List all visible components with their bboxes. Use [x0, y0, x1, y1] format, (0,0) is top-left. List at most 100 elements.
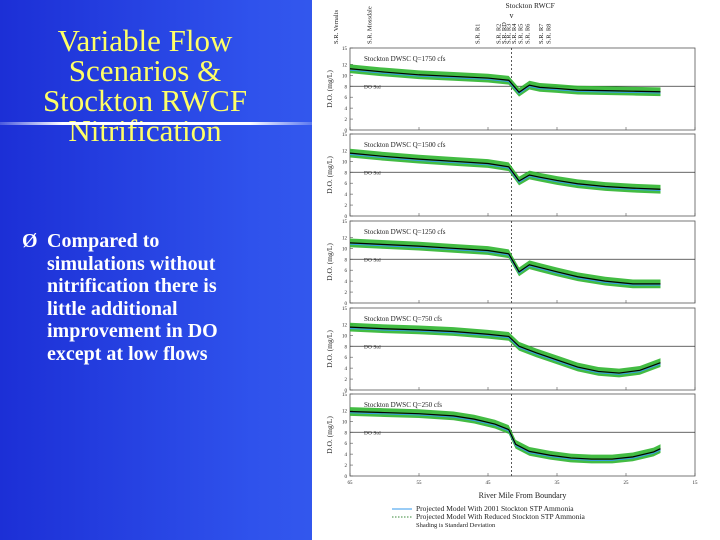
y-tick-label: 4 — [345, 453, 348, 458]
x-tick-label: 25 — [624, 481, 630, 486]
slide-text-panel: Variable Flow Scenarios & Stockton RWCF … — [0, 0, 312, 540]
x-tick-label: 15 — [693, 481, 699, 486]
y-tick-label: 12 — [342, 236, 348, 241]
panel-frame — [349, 393, 696, 477]
model-line — [349, 68, 661, 94]
do-std-label: DO Std — [364, 430, 381, 436]
do-std-label: DO Std — [364, 257, 381, 263]
do-std-label: DO Std — [364, 170, 381, 176]
y-tick-label: 0 — [345, 129, 348, 134]
y-tick-label: 6 — [345, 96, 348, 101]
x-tick-label: 65 — [348, 481, 354, 486]
model-line — [349, 326, 661, 374]
bullet-line: nitrification there is — [47, 275, 217, 298]
projected-2001-line — [349, 328, 661, 375]
y-tick-label: 10 — [342, 247, 348, 252]
y-tick-label: 0 — [345, 215, 348, 220]
sd-shading-band — [350, 238, 661, 289]
y-tick-label: 8 — [345, 171, 348, 176]
bullet-point: Ø Compared to simulations without nitrif… — [22, 230, 292, 366]
y-axis-label: D.O. (mg/L) — [325, 243, 334, 281]
model-line — [349, 410, 661, 460]
legend-entry: Projected Model With 2001 Stockton STP A… — [416, 504, 574, 513]
y-tick-label: 15 — [342, 393, 348, 398]
panel-title: Stockton DWSC Q=250 cfs — [364, 401, 442, 409]
projected-2001-line — [349, 412, 661, 461]
legend-entry: Shading is Standard Deviation — [416, 522, 496, 529]
station-label: S.R. R1 — [475, 24, 482, 44]
station-label: S.R. R4 — [511, 23, 518, 44]
sd-shading-band — [350, 64, 661, 97]
model-line — [349, 152, 661, 190]
station-label: S.R. R6 — [524, 23, 531, 44]
y-tick-label: 0 — [345, 389, 348, 394]
projected-2001-line — [349, 154, 661, 192]
do-std-label: DO Std — [364, 344, 381, 350]
y-tick-label: 4 — [345, 367, 348, 372]
y-tick-label: 8 — [345, 345, 348, 350]
y-tick-label: 12 — [342, 409, 348, 414]
sd-shading-band — [350, 322, 661, 378]
y-tick-label: 8 — [345, 258, 348, 263]
y-tick-label: 2 — [345, 378, 348, 383]
title-line: Stockton RWCF — [42, 83, 248, 118]
y-tick-label: 6 — [345, 269, 348, 274]
stockton-rwcf-label: Stockton RWCF — [505, 1, 554, 10]
y-tick-label: 10 — [342, 74, 348, 79]
bullet-line: simulations without — [47, 252, 216, 275]
projected-2001-line — [349, 69, 661, 95]
station-label: S.R. R8 — [546, 24, 553, 44]
y-tick-label: 4 — [345, 280, 348, 285]
y-axis-label: D.O. (mg/L) — [325, 416, 334, 454]
y-tick-label: 2 — [345, 291, 348, 296]
y-tick-label: 15 — [342, 47, 348, 52]
y-tick-label: 8 — [345, 85, 348, 90]
y-tick-label: 2 — [345, 118, 348, 123]
panel-title: Stockton DWSC Q=1250 cfs — [364, 228, 446, 236]
x-axis-label: River Mile From Boundary — [479, 491, 567, 500]
title-line: Variable Flow — [57, 23, 233, 58]
y-tick-label: 4 — [345, 107, 348, 112]
station-label: S.R. R2 — [495, 24, 502, 44]
bullet-line: Compared to — [47, 230, 160, 252]
panel-frame — [349, 220, 696, 304]
bullet-line: except at low flows — [47, 342, 208, 365]
x-tick-label: 55 — [417, 481, 423, 486]
y-tick-label: 2 — [345, 204, 348, 209]
legend-entry: Projected Model With Reduced Stockton ST… — [416, 512, 586, 521]
y-tick-label: 15 — [342, 220, 348, 225]
y-tick-label: 15 — [342, 307, 348, 312]
title-line: Scenarios & — [68, 53, 222, 88]
bullet-line: improvement in DO — [47, 320, 218, 343]
y-tick-label: 12 — [342, 323, 348, 328]
y-axis-label: D.O. (mg/L) — [325, 70, 334, 108]
y-tick-label: 8 — [345, 431, 348, 436]
y-axis-label: D.O. (mg/L) — [325, 156, 334, 194]
y-tick-label: 6 — [345, 442, 348, 447]
stockton-marker-icon: v — [509, 11, 513, 20]
y-tick-label: 4 — [345, 193, 348, 198]
do-chart-figure: S.R. Vernalis S.R. Mossdale S.R. R1 S.R. R2… — [312, 0, 720, 540]
panel-title: Stockton DWSC Q=750 cfs — [364, 315, 442, 323]
slide-title: Variable Flow Scenarios & Stockton RWCF … — [0, 23, 290, 148]
bullet-line: little additional — [47, 297, 178, 320]
station-label: S.R. Vernalis — [333, 10, 340, 44]
station-label: S.R. RD — [501, 22, 508, 44]
y-tick-label: 0 — [345, 302, 348, 307]
y-tick-label: 6 — [345, 182, 348, 187]
title-line: Nitrification — [68, 113, 222, 148]
station-label: S.R. R5 — [517, 24, 524, 44]
y-tick-label: 6 — [345, 356, 348, 361]
y-tick-label: 12 — [342, 149, 348, 154]
y-tick-label: 12 — [342, 63, 348, 68]
y-tick-label: 10 — [342, 334, 348, 339]
do-chart-svg: S.R. Vernalis S.R. Mossdale S.R. R1 S.R. R2… — [325, 1, 699, 529]
panel-title: Stockton DWSC Q=1750 cfs — [364, 55, 446, 63]
y-axis-label: D.O. (mg/L) — [325, 330, 334, 368]
station-label: S.R. Mossdale — [366, 6, 373, 44]
arrow-bullet-icon: Ø — [22, 230, 38, 252]
x-tick-label: 35 — [555, 481, 561, 486]
model-line — [349, 242, 661, 285]
x-tick-label: 45 — [486, 481, 492, 486]
y-tick-label: 15 — [342, 133, 348, 138]
